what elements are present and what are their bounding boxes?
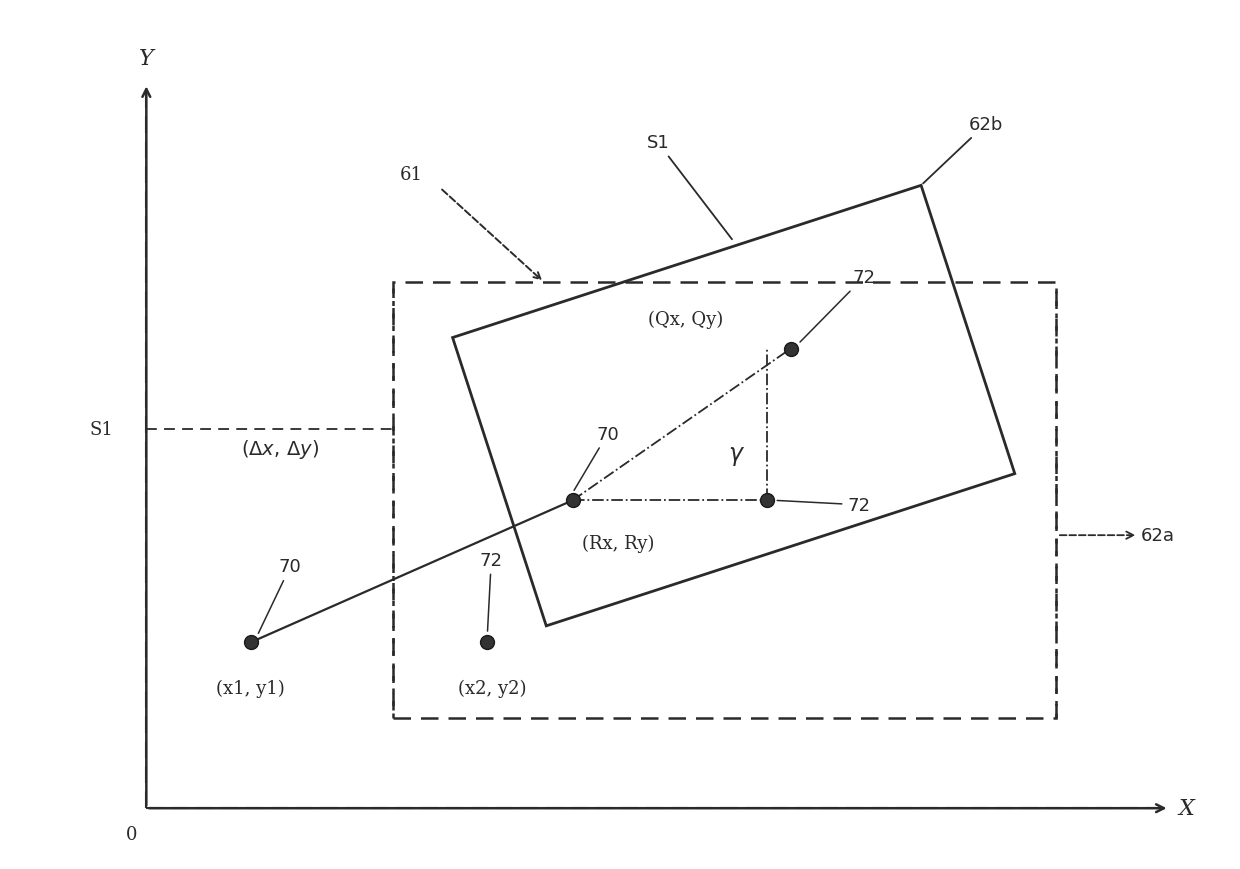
Point [756,494,776,507]
Text: S1: S1 [89,421,113,439]
Text: Y: Y [139,48,154,70]
Text: 62b: 62b [923,116,1003,184]
Text: 72: 72 [800,269,875,342]
Point [241,636,260,650]
Text: 62a: 62a [1059,527,1176,545]
Point [563,494,583,507]
Text: 61: 61 [401,166,423,183]
Text: (x2, y2): (x2, y2) [458,679,526,697]
Text: $\gamma$: $\gamma$ [728,445,745,468]
Text: 0: 0 [126,826,138,843]
Text: 70: 70 [574,425,619,491]
Text: $(\Delta x,\,\Delta y)$: $(\Delta x,\,\Delta y)$ [241,437,320,461]
Text: 72: 72 [777,496,870,514]
Point [781,342,801,356]
Text: 70: 70 [258,558,301,634]
Text: S1: S1 [646,135,732,240]
Text: 72: 72 [480,551,502,632]
Text: (x1, y1): (x1, y1) [216,679,285,697]
Bar [393,283,1055,719]
Point [477,636,497,650]
Text: (Qx, Qy): (Qx, Qy) [649,310,724,328]
Text: X: X [1179,797,1195,819]
Text: (Rx, Ry): (Rx, Ry) [582,534,655,552]
